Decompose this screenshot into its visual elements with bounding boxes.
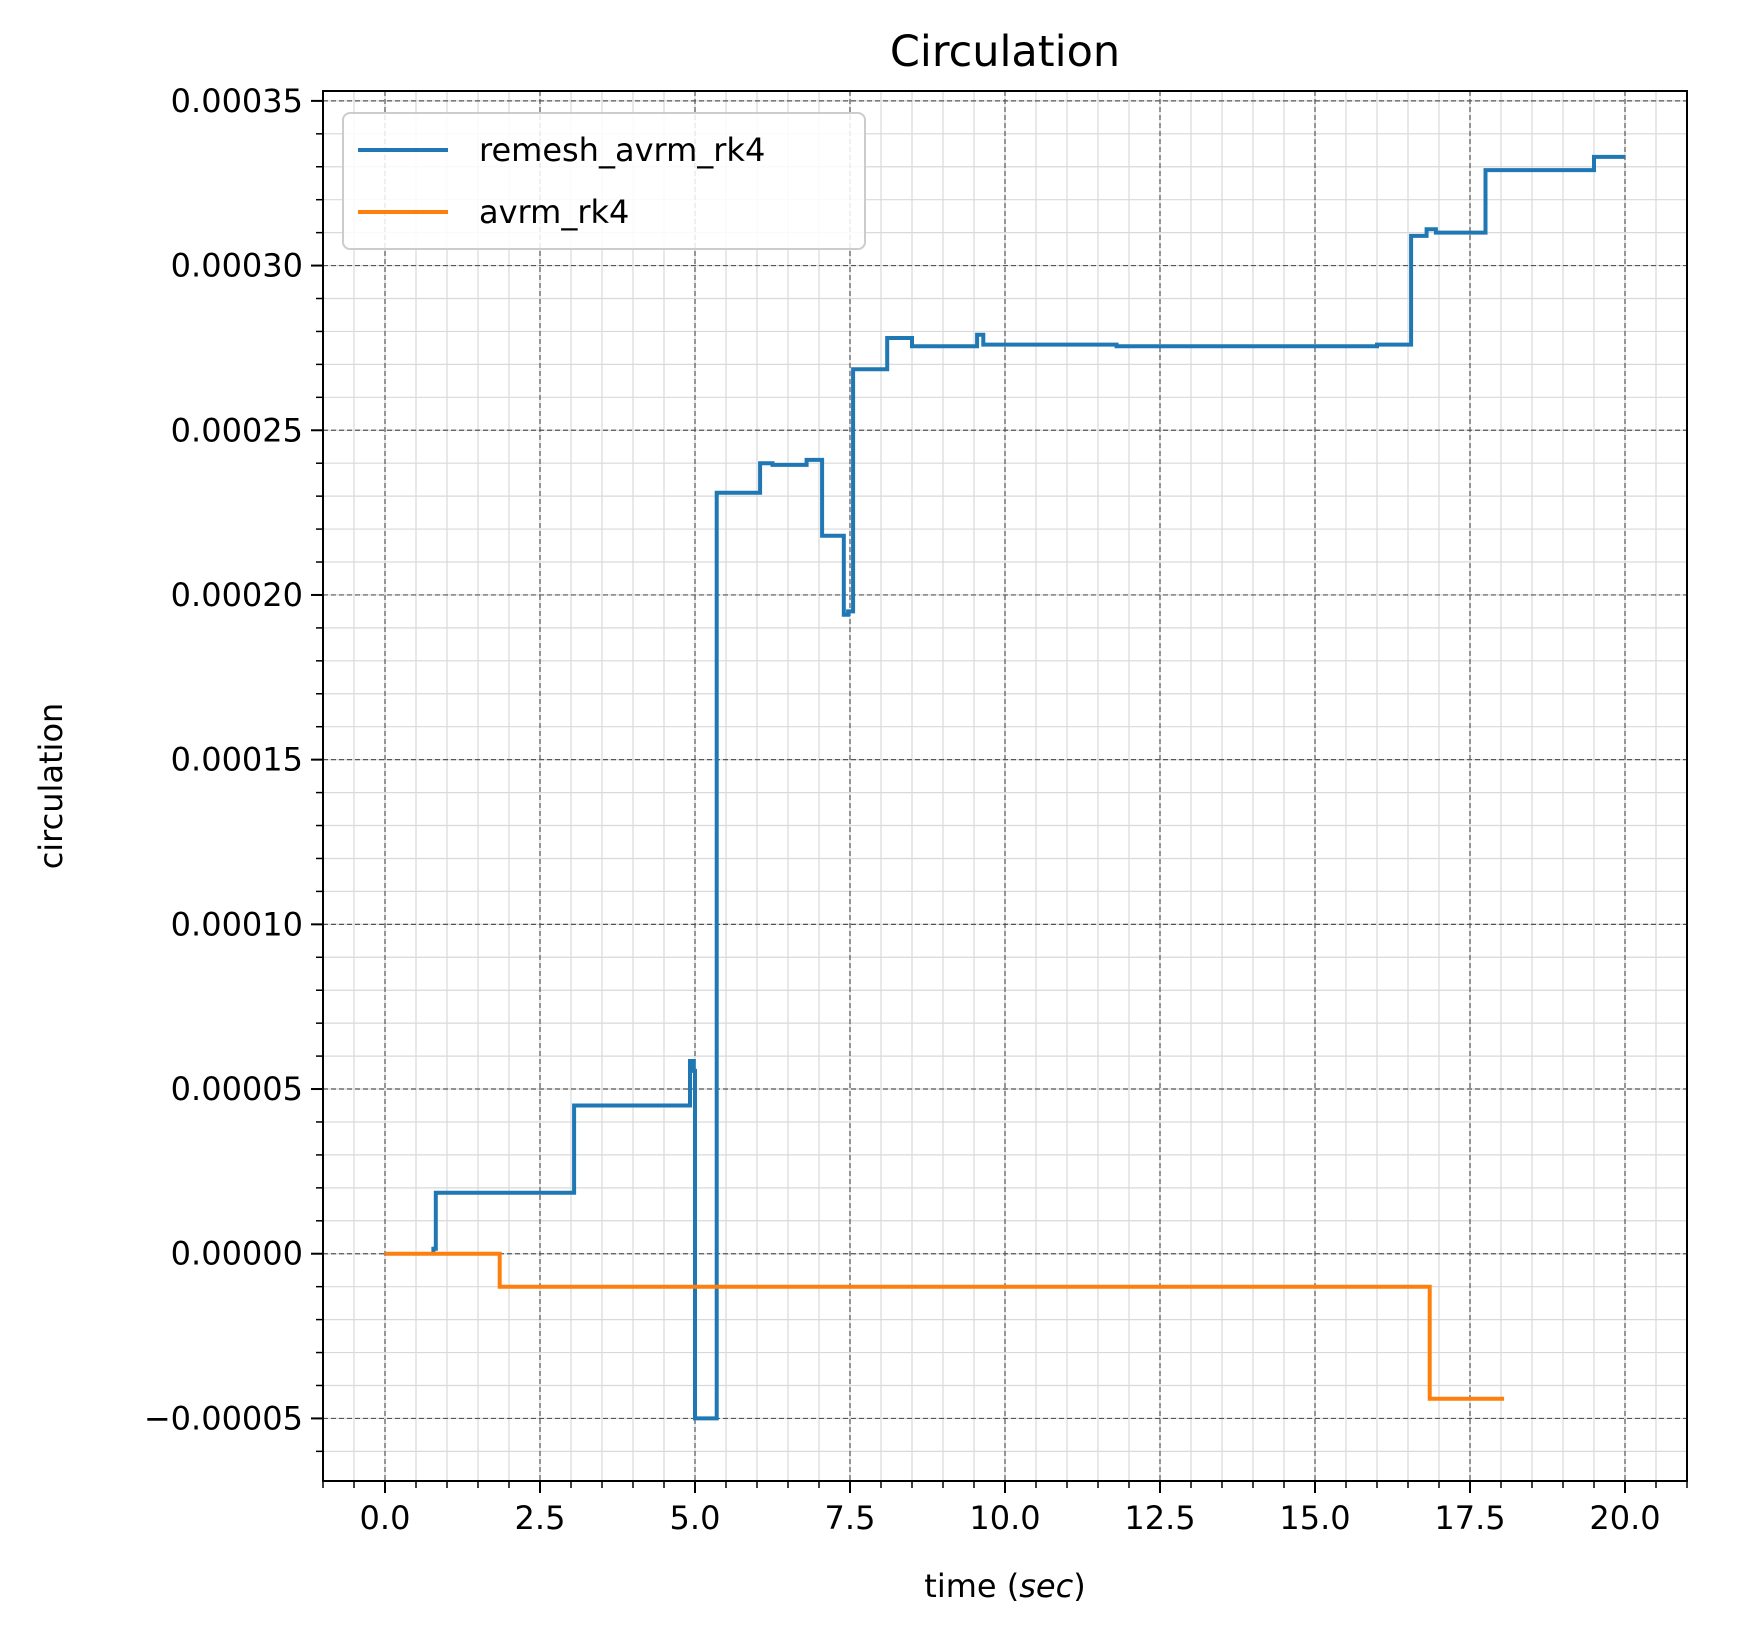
y-tick-label: 0.00010 [171,905,303,943]
x-tick-label: 20.0 [1589,1499,1660,1537]
x-tick-label: 10.0 [969,1499,1040,1537]
legend-label: avrm_rk4 [479,193,629,231]
major-grid [323,91,1687,1481]
y-axis-label: circulation [32,703,70,870]
x-tick-label: 15.0 [1279,1499,1350,1537]
x-tick-label: 7.5 [825,1499,876,1537]
x-tick-label: 2.5 [515,1499,566,1537]
y-tick-label: 0.00005 [171,1070,303,1108]
chart-title: Circulation [890,27,1120,77]
y-tick-label: −0.00005 [144,1399,303,1437]
series-line-avrm_rk4 [385,1251,1505,1401]
x-tick-label: 17.5 [1434,1499,1505,1537]
x-axis-label: time (sec) [924,1567,1085,1605]
x-axis-label-unit: sec [1019,1567,1073,1605]
axis-ticks: 0.0 2.5 5.0 7.5 10.0 12.5 15.0 17.5 20.0 −0.00005… [144,82,1688,1537]
legend-box [342,112,866,250]
legend: remesh_avrm_rk4 avrm_rk4 [342,112,866,250]
y-tick-label: 0.00035 [171,82,303,120]
series-line-remesh_avrm_rk4 [431,154,1625,1421]
legend-label: remesh_avrm_rk4 [479,131,765,169]
x-axis-label-suffix: ) [1073,1567,1085,1605]
y-tick-label: 0.00020 [171,576,303,614]
y-tick-label: 0.00025 [171,411,303,449]
y-tick-label: 0.00000 [171,1235,303,1273]
x-tick-label: 5.0 [670,1499,721,1537]
y-tick-label: 0.00030 [171,247,303,285]
x-tick-label: 0.0 [360,1499,411,1537]
y-tick-label: 0.00015 [171,741,303,779]
series-layer [385,154,1625,1421]
x-tick-label: 12.5 [1124,1499,1195,1537]
x-axis-label-prefix: time ( [924,1567,1019,1605]
